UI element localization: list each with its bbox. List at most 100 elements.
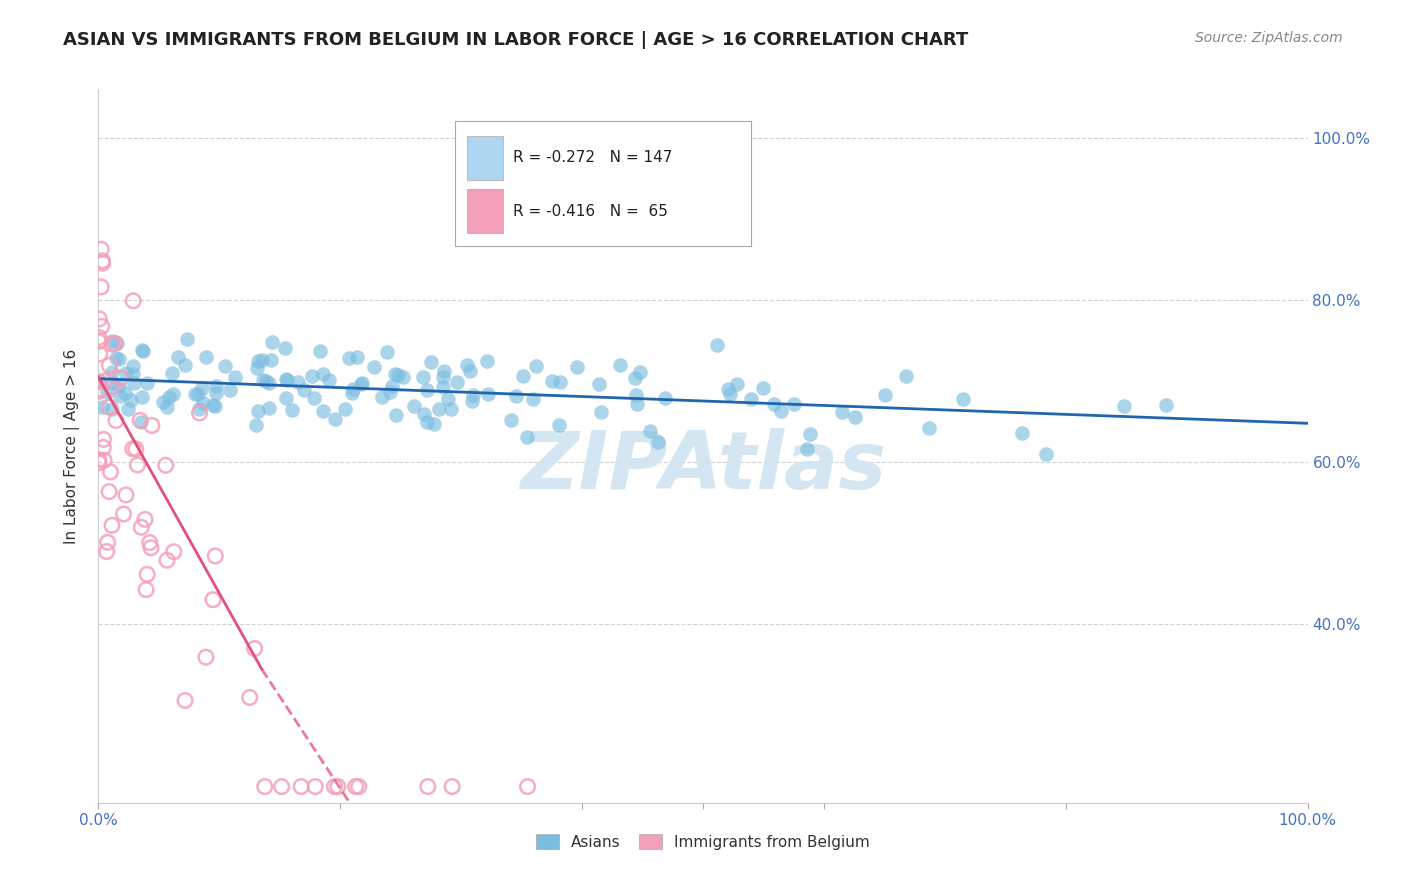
Point: [122, 293, 145, 308]
Point: [333, 402, 356, 417]
Point: [412, 408, 434, 422]
Point: [547, 418, 569, 433]
Point: [184, 386, 207, 401]
Point: [475, 353, 498, 368]
Point: [105, 351, 128, 365]
Point: [541, 375, 564, 389]
Point: [205, 379, 228, 393]
Point: [270, 780, 292, 794]
Point: [783, 397, 806, 411]
Point: [246, 361, 269, 376]
Point: [121, 442, 143, 456]
Point: [432, 370, 454, 384]
Point: [499, 413, 522, 427]
Point: [90, 319, 112, 334]
Point: [101, 337, 124, 351]
Point: [247, 354, 270, 368]
Point: [156, 553, 179, 567]
Point: [340, 385, 363, 400]
FancyBboxPatch shape: [467, 189, 503, 234]
Point: [205, 386, 228, 401]
Point: [294, 384, 316, 398]
Point: [188, 406, 211, 420]
Point: [156, 400, 179, 414]
Point: [93, 453, 115, 467]
Point: [101, 376, 124, 391]
Point: [304, 780, 326, 794]
Text: Source: ZipAtlas.com: Source: ZipAtlas.com: [1195, 31, 1343, 45]
Point: [415, 383, 437, 397]
Point: [89, 384, 111, 399]
Y-axis label: In Labor Force | Age > 16: In Labor Force | Age > 16: [63, 349, 80, 543]
Point: [752, 381, 775, 395]
Point: [155, 458, 177, 473]
Point: [796, 442, 818, 456]
Point: [624, 388, 647, 402]
Point: [89, 347, 111, 361]
Point: [433, 364, 456, 378]
Point: [98, 484, 121, 499]
Point: [312, 404, 335, 418]
Point: [243, 641, 266, 656]
Point: [125, 442, 148, 456]
Point: [117, 401, 139, 416]
Point: [894, 368, 917, 383]
Point: [120, 392, 142, 407]
Point: [90, 280, 112, 294]
Point: [346, 351, 368, 365]
Point: [1154, 398, 1177, 412]
Point: [446, 375, 468, 389]
Point: [91, 441, 114, 455]
Point: [352, 376, 374, 390]
Point: [252, 373, 274, 387]
Point: [287, 375, 309, 389]
Point: [432, 380, 454, 394]
Point: [440, 401, 463, 416]
Point: [204, 399, 226, 413]
Point: [90, 242, 112, 256]
Point: [375, 344, 398, 359]
Point: [624, 371, 647, 385]
Point: [588, 376, 610, 391]
Point: [311, 367, 333, 381]
Point: [456, 358, 478, 372]
Point: [131, 343, 153, 358]
Point: [526, 359, 548, 373]
Point: [162, 366, 184, 380]
Point: [344, 780, 367, 794]
Point: [423, 417, 446, 431]
Point: [121, 359, 143, 373]
Point: [522, 392, 544, 406]
Point: [193, 396, 215, 410]
Point: [195, 350, 218, 364]
Point: [512, 369, 534, 384]
Point: [384, 368, 406, 382]
Point: [141, 418, 163, 433]
Point: [98, 359, 121, 373]
Point: [136, 567, 159, 582]
Point: [626, 397, 648, 411]
Point: [135, 376, 157, 391]
Point: [122, 376, 145, 391]
Point: [253, 780, 276, 794]
Point: [308, 343, 330, 358]
Point: [100, 334, 122, 348]
Point: [131, 390, 153, 404]
Point: [290, 780, 312, 794]
Point: [100, 465, 122, 479]
Point: [342, 382, 364, 396]
Point: [191, 381, 214, 395]
Point: [280, 402, 302, 417]
Point: [204, 549, 226, 563]
Point: [654, 391, 676, 405]
Point: [87, 452, 110, 467]
Point: [134, 512, 156, 526]
Point: [505, 389, 527, 403]
Point: [129, 413, 152, 427]
Point: [591, 405, 613, 419]
Point: [194, 650, 217, 665]
Point: [441, 780, 464, 794]
Point: [427, 402, 450, 417]
Point: [323, 412, 346, 426]
Point: [1011, 425, 1033, 440]
